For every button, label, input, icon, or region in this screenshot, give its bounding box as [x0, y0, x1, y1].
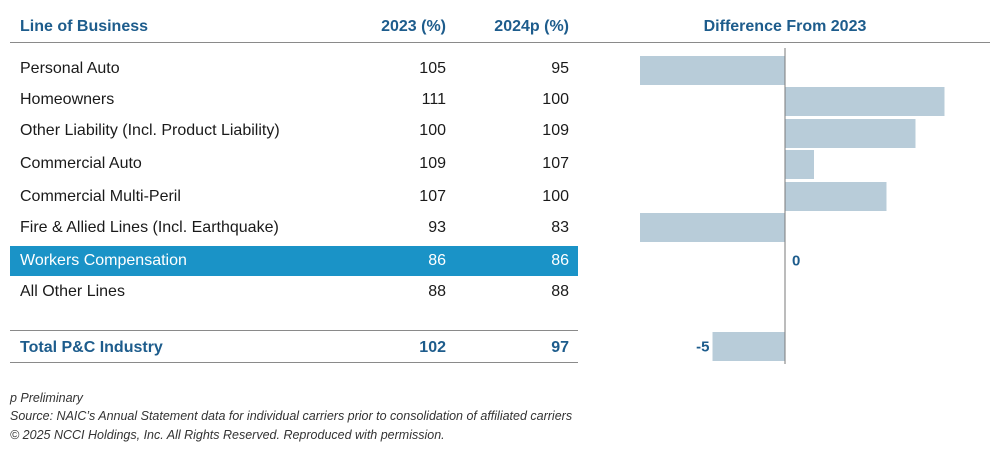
header-difference: Difference From 2023 [703, 18, 867, 35]
table-row-label: Fire & Allied Lines (Incl. Earthquake) [20, 219, 279, 236]
table-row-2023: 111 [421, 91, 446, 108]
table-row-label: Other Liability (Incl. Product Liability… [20, 122, 280, 139]
footnote-source: Source: NAIC’s Annual Statement data for… [10, 409, 573, 423]
difference-bar [640, 213, 785, 242]
difference-bar [712, 332, 785, 361]
table-row-label: Workers Compensation [20, 252, 187, 269]
table-row-label: Commercial Multi-Peril [20, 188, 181, 205]
table-row-2024p: 109 [542, 122, 569, 139]
table-row-2024p: 83 [551, 219, 569, 236]
footnote-copyright: © 2025 NCCI Holdings, Inc. All Rights Re… [10, 428, 445, 442]
total-row-label: Total P&C Industry [20, 339, 163, 356]
total-row-2024p: 97 [551, 339, 569, 356]
difference-bar [640, 56, 785, 85]
table-row-2023: 100 [419, 122, 446, 139]
table-row-label: Homeowners [20, 91, 115, 108]
header-2023: 2023 (%) [381, 18, 446, 35]
difference-bar [785, 182, 887, 211]
highlight-row-background [10, 246, 578, 276]
table-row-label: Commercial Auto [20, 155, 142, 172]
total-row-2023: 102 [419, 339, 446, 356]
table-row-2024p: 100 [542, 188, 569, 205]
table-row-2023: 93 [428, 219, 446, 236]
table-row-2023: 86 [428, 252, 446, 269]
table-row-2024p: 86 [551, 252, 569, 269]
header-rule [10, 42, 990, 43]
footnote-preliminary: p Preliminary [10, 391, 83, 405]
header-line-of-business: Line of Business [20, 18, 149, 35]
table-row-2024p: 100 [542, 91, 569, 108]
table-row-2024p: 107 [542, 155, 569, 172]
difference-bar [785, 119, 916, 148]
difference-bar [785, 87, 945, 116]
difference-data-label: -5 [696, 339, 709, 356]
total-rule-bottom [10, 362, 578, 363]
table-row-2024p: 88 [551, 283, 569, 300]
total-rule-top [10, 330, 578, 331]
difference-data-label: 0 [792, 253, 800, 270]
table-row-2024p: 95 [551, 60, 569, 77]
table-row-2023: 107 [419, 188, 446, 205]
table-row-label: Personal Auto [20, 60, 120, 77]
table-row-2023: 105 [419, 60, 446, 77]
table-row-2023: 109 [419, 155, 446, 172]
difference-bar [785, 150, 814, 179]
table-row-label: All Other Lines [20, 283, 125, 300]
table-row-2023: 88 [428, 283, 446, 300]
header-2024p: 2024p (%) [494, 18, 569, 35]
